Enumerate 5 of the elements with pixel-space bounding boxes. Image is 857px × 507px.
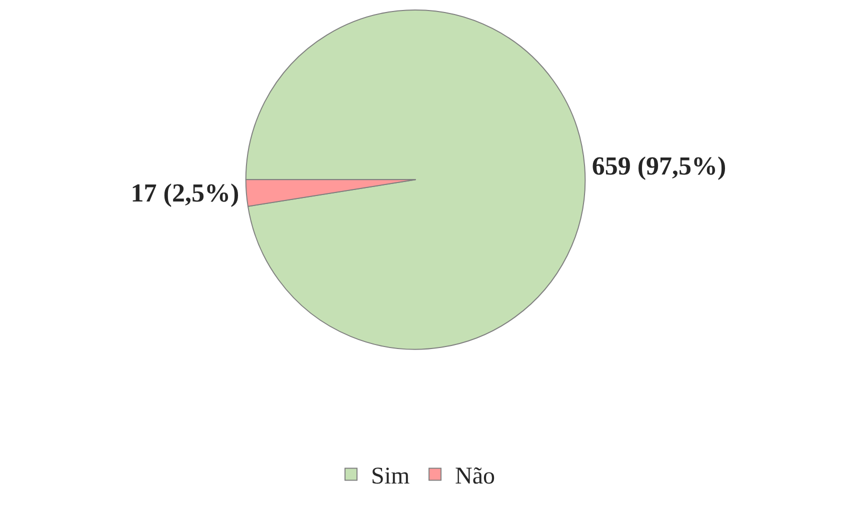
data-label: 659 (97,5%) [592,152,726,181]
data-label: 17 (2,5%) [130,178,240,208]
legend-label: Sim [371,464,410,490]
legend-label: Não [455,464,495,490]
pie-slice [245,10,586,350]
